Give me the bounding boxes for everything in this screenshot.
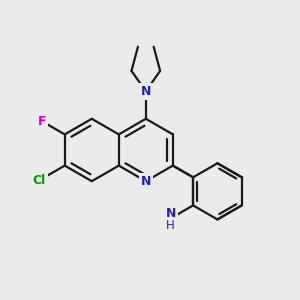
- Text: F: F: [38, 115, 46, 128]
- Text: Cl: Cl: [32, 174, 46, 187]
- Text: N: N: [141, 85, 151, 98]
- Text: N: N: [166, 207, 177, 220]
- Text: N: N: [141, 175, 151, 188]
- Text: H: H: [166, 219, 174, 232]
